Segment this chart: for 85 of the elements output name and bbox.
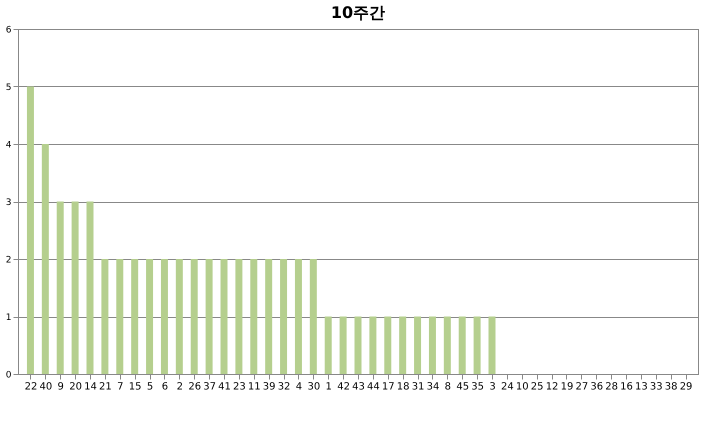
y-tick-label: 4: [6, 140, 12, 150]
bar: [428, 316, 436, 374]
x-tick-label: 38: [664, 382, 678, 392]
bar: [131, 259, 138, 374]
x-tick-label: 41: [218, 382, 231, 392]
x-tick-label: 2: [176, 382, 184, 392]
bar: [354, 316, 362, 374]
bar: [414, 316, 422, 374]
x-tick-label: 12: [546, 382, 558, 392]
x-tick-label: 25: [530, 382, 544, 392]
x-tick-label: 11: [248, 382, 261, 392]
x-tick-label: 4: [296, 382, 302, 392]
x-tick-label: 1: [326, 382, 332, 392]
x-tick-label: 13: [635, 382, 648, 392]
x-tick-label: 33: [650, 382, 663, 392]
x-tick-label: 34: [426, 382, 440, 392]
bar: [26, 86, 34, 374]
x-tick-label: 20: [69, 382, 82, 392]
x-tick-label: 24: [501, 382, 514, 392]
bar: [458, 316, 466, 374]
x-tick-label: 26: [188, 382, 202, 392]
bar: [42, 144, 49, 374]
x-tick-label: 15: [128, 382, 142, 392]
y-tick-label: 6: [6, 26, 12, 36]
x-tick-label: 35: [471, 382, 484, 392]
x-tick-label: 9: [58, 382, 64, 392]
x-tick-label: 30: [307, 382, 320, 392]
bar: [86, 202, 94, 374]
x-tick-label: 29: [680, 382, 692, 392]
x-tick-label: 7: [117, 382, 124, 392]
bar: [250, 259, 258, 374]
x-tick-label: 21: [99, 382, 112, 392]
bar: [474, 316, 481, 374]
bar: [294, 259, 302, 374]
x-tick-label: 44: [367, 382, 380, 392]
x-tick-label: 18: [396, 382, 410, 392]
bar: [116, 259, 124, 374]
y-tick-label: 1: [6, 313, 12, 323]
x-tick-label: 22: [24, 382, 38, 392]
bar: [220, 259, 228, 374]
chart-title: 10주간: [330, 3, 386, 22]
x-tick-label: 6: [162, 382, 168, 392]
x-tick-label: 42: [337, 382, 350, 392]
x-tick-label: 36: [590, 382, 604, 392]
x-tick-label: 17: [382, 382, 395, 392]
x-tick-label: 39: [262, 382, 276, 392]
bar: [488, 316, 496, 374]
bar: [160, 259, 168, 374]
x-tick-label: 27: [575, 382, 588, 392]
x-tick-label: 45: [456, 382, 470, 392]
x-tick-label: 5: [146, 382, 154, 392]
x-tick-label: 10: [516, 382, 529, 392]
y-tick-label: 0: [6, 370, 12, 380]
x-tick-label: 28: [605, 382, 618, 392]
y-tick-label: 2: [6, 256, 12, 266]
bar: [190, 259, 198, 374]
x-tick-label: 14: [84, 382, 97, 392]
x-tick-label: 23: [233, 382, 246, 392]
x-tick-label: 3: [489, 382, 496, 392]
x-tick-label: 37: [203, 382, 216, 392]
bar: [206, 259, 213, 374]
bar: [310, 259, 317, 374]
x-tick-label: 19: [560, 382, 574, 392]
bar: [146, 259, 154, 374]
y-tick-label: 5: [6, 83, 12, 93]
y-tick-label: 3: [6, 198, 12, 208]
bar: [280, 259, 288, 374]
bar: [384, 316, 392, 374]
bar: [56, 202, 64, 374]
x-tick-label: 43: [352, 382, 365, 392]
bar: [444, 316, 451, 374]
bar: [176, 259, 183, 374]
bar: [324, 316, 332, 374]
bar: [340, 316, 347, 374]
x-tick-label: 16: [620, 382, 633, 392]
x-tick-label: 31: [412, 382, 424, 392]
bar: [265, 259, 272, 374]
x-tick-label: 8: [444, 382, 452, 392]
bar: [235, 259, 242, 374]
bar: [399, 316, 406, 374]
bar: [72, 202, 79, 374]
bar: [369, 316, 376, 374]
x-tick-label: 32: [278, 382, 290, 392]
bar: [101, 259, 108, 374]
x-tick-label: 40: [39, 382, 52, 392]
